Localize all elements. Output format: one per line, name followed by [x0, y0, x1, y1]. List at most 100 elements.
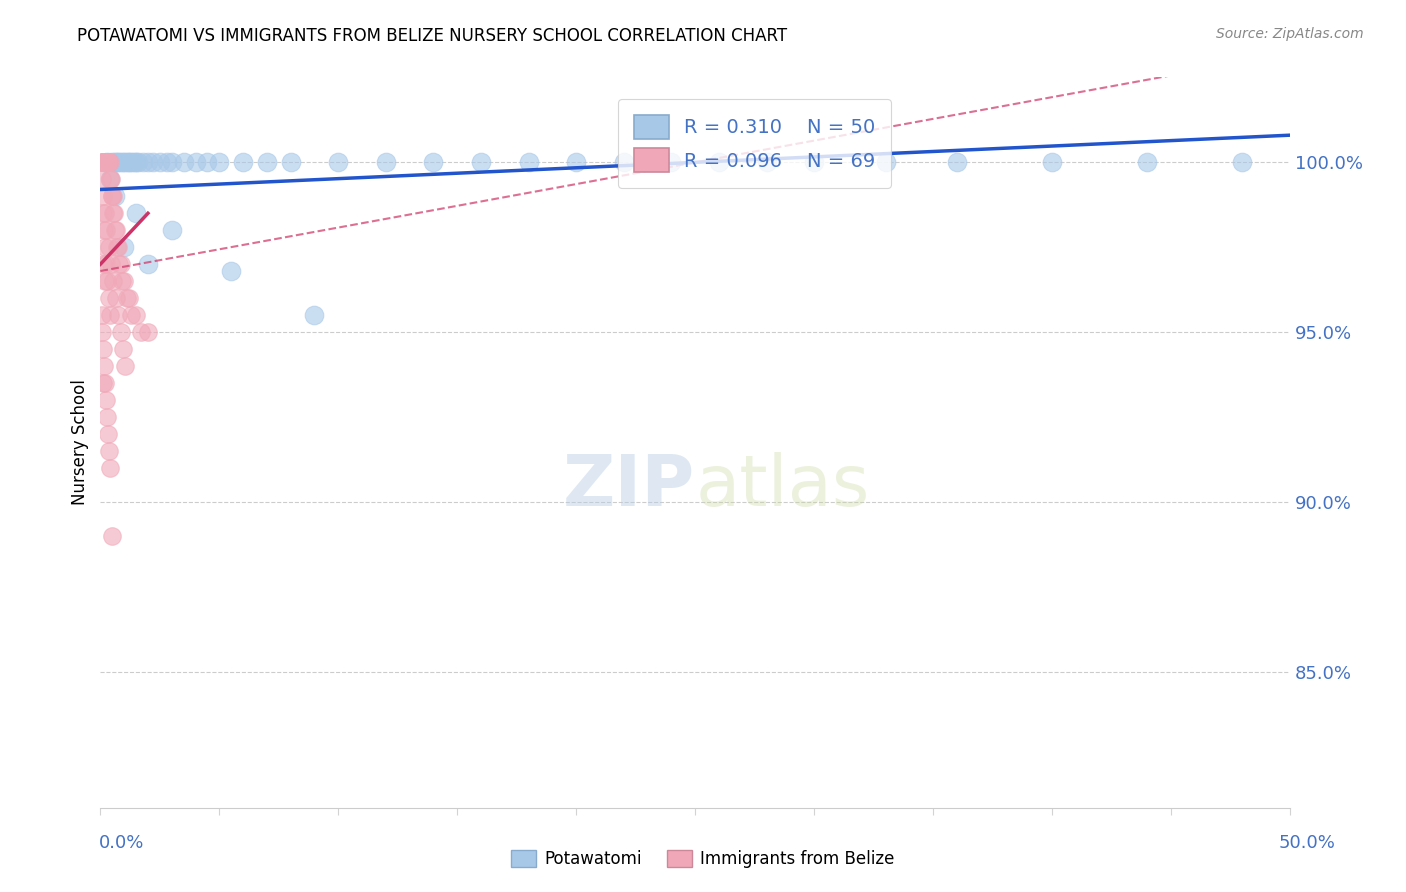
- Point: [160, 155, 183, 169]
- Point: [98, 155, 121, 169]
- Point: [208, 155, 231, 169]
- Point: [97, 155, 120, 169]
- Point: [112, 240, 135, 254]
- Point: [149, 155, 172, 169]
- Point: [304, 308, 326, 322]
- Point: [946, 155, 969, 169]
- Point: [91, 155, 114, 169]
- Point: [470, 155, 492, 169]
- Point: [100, 529, 122, 543]
- Point: [110, 257, 132, 271]
- Point: [112, 274, 135, 288]
- Point: [104, 155, 127, 169]
- Legend: R = 0.310    N = 50, R = 0.096    N = 69: R = 0.310 N = 50, R = 0.096 N = 69: [619, 99, 891, 187]
- Point: [1136, 155, 1159, 169]
- Point: [98, 155, 121, 169]
- Point: [91, 257, 114, 271]
- Point: [517, 155, 540, 169]
- Point: [94, 155, 117, 169]
- Point: [100, 189, 122, 203]
- Point: [101, 189, 124, 203]
- Point: [803, 155, 825, 169]
- Point: [112, 155, 135, 169]
- Point: [707, 155, 730, 169]
- Point: [96, 274, 118, 288]
- Point: [105, 240, 128, 254]
- Point: [91, 189, 114, 203]
- Point: [111, 342, 134, 356]
- Point: [103, 206, 125, 220]
- Point: [136, 325, 159, 339]
- Text: 0.0%: 0.0%: [98, 834, 143, 852]
- Point: [91, 376, 114, 390]
- Point: [91, 172, 114, 186]
- Point: [107, 240, 129, 254]
- Point: [118, 291, 141, 305]
- Point: [94, 155, 117, 169]
- Point: [125, 155, 148, 169]
- Point: [96, 257, 118, 271]
- Point: [98, 172, 121, 186]
- Point: [160, 223, 183, 237]
- Point: [173, 155, 195, 169]
- Point: [100, 257, 122, 271]
- Point: [422, 155, 444, 169]
- Point: [111, 274, 134, 288]
- Point: [93, 359, 115, 373]
- Point: [96, 155, 118, 169]
- Point: [94, 274, 117, 288]
- Point: [120, 155, 142, 169]
- Point: [127, 155, 149, 169]
- Point: [105, 155, 128, 169]
- Point: [232, 155, 254, 169]
- Point: [104, 223, 127, 237]
- Point: [93, 155, 115, 169]
- Point: [108, 155, 131, 169]
- Point: [755, 155, 778, 169]
- Text: POTAWATOMI VS IMMIGRANTS FROM BELIZE NURSERY SCHOOL CORRELATION CHART: POTAWATOMI VS IMMIGRANTS FROM BELIZE NUR…: [77, 27, 787, 45]
- Point: [96, 155, 118, 169]
- Point: [96, 155, 118, 169]
- Point: [103, 274, 125, 288]
- Point: [118, 155, 141, 169]
- Point: [111, 155, 134, 169]
- Point: [94, 240, 117, 254]
- Point: [1232, 155, 1254, 169]
- Point: [107, 308, 129, 322]
- Text: atlas: atlas: [695, 452, 869, 521]
- Point: [197, 155, 219, 169]
- Point: [98, 461, 121, 475]
- Point: [103, 206, 125, 220]
- Point: [122, 155, 145, 169]
- Point: [91, 206, 114, 220]
- Point: [98, 172, 121, 186]
- Point: [110, 325, 132, 339]
- Point: [875, 155, 897, 169]
- Point: [219, 264, 242, 278]
- Point: [101, 189, 124, 203]
- Point: [114, 359, 136, 373]
- Point: [136, 257, 159, 271]
- Point: [104, 189, 127, 203]
- Point: [328, 155, 350, 169]
- Point: [93, 206, 115, 220]
- Y-axis label: Nursery School: Nursery School: [72, 380, 89, 506]
- Point: [93, 223, 115, 237]
- Point: [613, 155, 636, 169]
- Point: [120, 308, 142, 322]
- Point: [98, 308, 121, 322]
- Text: 50.0%: 50.0%: [1279, 834, 1336, 852]
- Point: [108, 257, 131, 271]
- Point: [132, 155, 155, 169]
- Point: [97, 155, 120, 169]
- Point: [661, 155, 683, 169]
- Point: [98, 444, 121, 458]
- Text: Source: ZipAtlas.com: Source: ZipAtlas.com: [1216, 27, 1364, 41]
- Point: [104, 223, 127, 237]
- Point: [104, 291, 127, 305]
- Point: [115, 155, 138, 169]
- Point: [256, 155, 278, 169]
- Point: [100, 172, 122, 186]
- Point: [280, 155, 302, 169]
- Point: [96, 155, 118, 169]
